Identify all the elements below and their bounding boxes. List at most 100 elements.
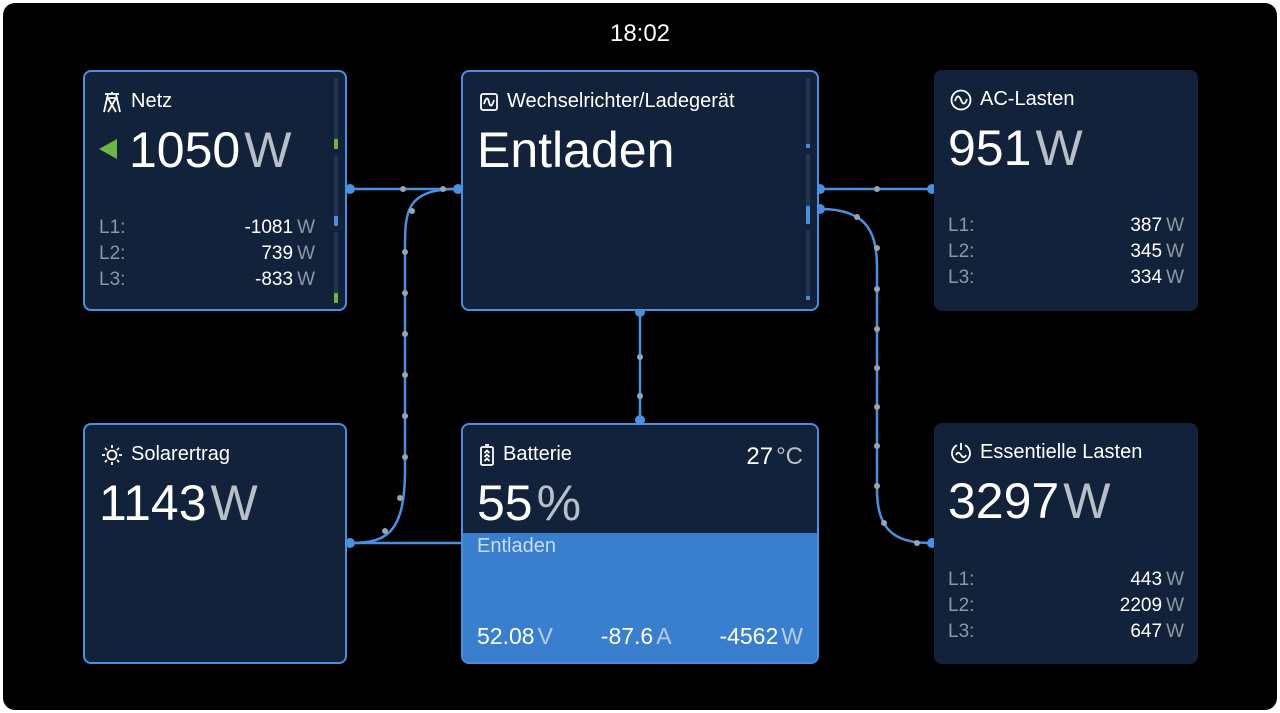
battery-temperature: 27 °C [746,443,803,471]
battery-current: -87.6 A [601,623,672,650]
ac-loads-title: AC-Lasten [950,88,1075,111]
phase-unit: W [297,243,315,264]
phase-label: L3: [948,621,975,642]
battery-power-unit: W [781,623,803,649]
phase-row: L2: 739 W [99,241,315,267]
phase-row: L1: 443 W [948,567,1184,593]
phase-row: L2: 345 W [948,239,1184,265]
ac-loads-widget[interactable]: AC-Lasten 951W L1: 387 W L2: 345 W L3: 334 W [934,70,1198,311]
phase-label: L1: [948,215,975,236]
battery-status: Entladen [477,535,556,557]
phase-unit: W [1166,569,1184,590]
phase-unit: W [1166,215,1184,236]
battery-temperature-unit: °C [776,443,803,470]
grid-title-label: Netz [131,90,173,112]
battery-current-unit: A [656,623,672,649]
sine-wave-icon [950,89,972,111]
solar-power: 1143W [99,473,258,533]
grid-phase-gauge [334,78,338,149]
grid-phase-gauge [334,232,338,303]
essential-loads-power-value: 3297 [948,473,1060,529]
battery-measurements: 52.08 V -87.6 A -4562 W [477,623,803,650]
ac-loads-power-value: 951 [948,120,1032,176]
phase-label: L1: [948,569,975,590]
battery-voltage: 52.08 V [477,623,553,650]
battery-current-value: -87.6 [600,623,654,649]
phase-value: -833 [255,269,294,290]
sun-icon [101,444,123,466]
phase-value: -1081 [244,217,294,238]
battery-power: -4562 W [719,623,803,650]
inverter-phase-gauge [806,154,810,224]
battery-widget[interactable]: Entladen 52.08 V -87.6 A -4562 W Batterie 2… [461,423,819,664]
grid-power: 1050W [99,120,291,180]
battery-title: Batterie [479,443,572,466]
ac-loads-power: 951W [948,118,1083,178]
battery-soc: 55% [477,473,581,533]
power-pylon-icon [101,91,123,113]
grid-power-unit: W [244,122,292,178]
phase-value: 2209 [1119,595,1163,616]
battery-voltage-unit: V [537,623,553,649]
phase-row: L3: -833 W [99,267,315,293]
inverter-wave-icon [479,92,499,112]
inverter-state: Entladen [477,122,675,178]
solar-power-value: 1143 [99,475,207,531]
battery-temperature-value: 27 [746,443,774,470]
solar-widget[interactable]: Solarertrag 1143W [83,423,347,664]
inverter-phase-gauge [806,230,810,300]
grid-title: Netz [101,90,172,113]
phase-label: L2: [99,243,126,264]
grid-phase-gauge [334,155,338,226]
phase-unit: W [1166,595,1184,616]
phase-label: L3: [948,267,975,288]
essential-loads-title: Essentielle Lasten [950,441,1142,464]
solar-title: Solarertrag [101,443,230,466]
inverter-widget[interactable]: Wechselrichter/Ladegerät Entladen [461,70,819,311]
ac-loads-phases: L1: 387 W L2: 345 W L3: 334 W [948,213,1184,291]
inverter-phase-gauge [806,78,810,148]
phase-unit: W [297,217,315,238]
phase-row: L1: -1081 W [99,215,315,241]
solar-title-label: Solarertrag [131,443,230,465]
essential-loads-phases: L1: 443 W L2: 2209 W L3: 647 W [948,567,1184,645]
phase-row: L3: 647 W [948,619,1184,645]
phase-row: L3: 334 W [948,265,1184,291]
essential-loads-widget[interactable]: Essentielle Lasten 3297W L1: 443 W L2: 2209… [934,423,1198,664]
phase-row: L2: 2209 W [948,593,1184,619]
feed-in-arrow-icon [99,138,117,159]
phase-value: 345 [1130,241,1163,262]
battery-icon [479,443,495,466]
grid-power-value: 1050 [129,122,241,178]
phase-unit: W [297,269,315,290]
solar-power-unit: W [210,475,258,531]
phase-row: L1: 387 W [948,213,1184,239]
battery-voltage-value: 52.08 [477,623,535,649]
phase-value: 443 [1130,569,1163,590]
phase-label: L3: [99,269,126,290]
phase-value: 647 [1130,621,1163,642]
clock: 18:02 [609,20,671,47]
grid-phases: L1: -1081 W L2: 739 W L3: -833 W [99,215,315,293]
inverter-title-label: Wechselrichter/Ladegerät [507,90,735,112]
battery-title-label: Batterie [503,443,572,465]
phase-unit: W [1166,241,1184,262]
phase-value: 739 [261,243,294,264]
phase-value: 387 [1130,215,1163,236]
battery-soc-band: Entladen 52.08 V -87.6 A -4562 W [463,533,817,662]
phase-label: L2: [948,595,975,616]
phase-label: L2: [948,241,975,262]
battery-soc-unit: % [536,475,582,531]
phase-value: 334 [1130,267,1163,288]
essential-loads-power-unit: W [1063,473,1111,529]
grid-widget[interactable]: Netz 1050W L1: -1081 W L2: 739 W L3: -833 W [83,70,347,311]
battery-soc-value: 55 [477,475,533,531]
phase-unit: W [1166,267,1184,288]
essential-loads-power: 3297W [948,471,1110,531]
battery-power-value: -4562 [719,623,779,649]
phase-unit: W [1166,621,1184,642]
ac-loads-title-label: AC-Lasten [980,88,1075,110]
essential-loads-icon [950,442,972,464]
phase-label: L1: [99,217,126,238]
essential-loads-title-label: Essentielle Lasten [980,441,1143,463]
